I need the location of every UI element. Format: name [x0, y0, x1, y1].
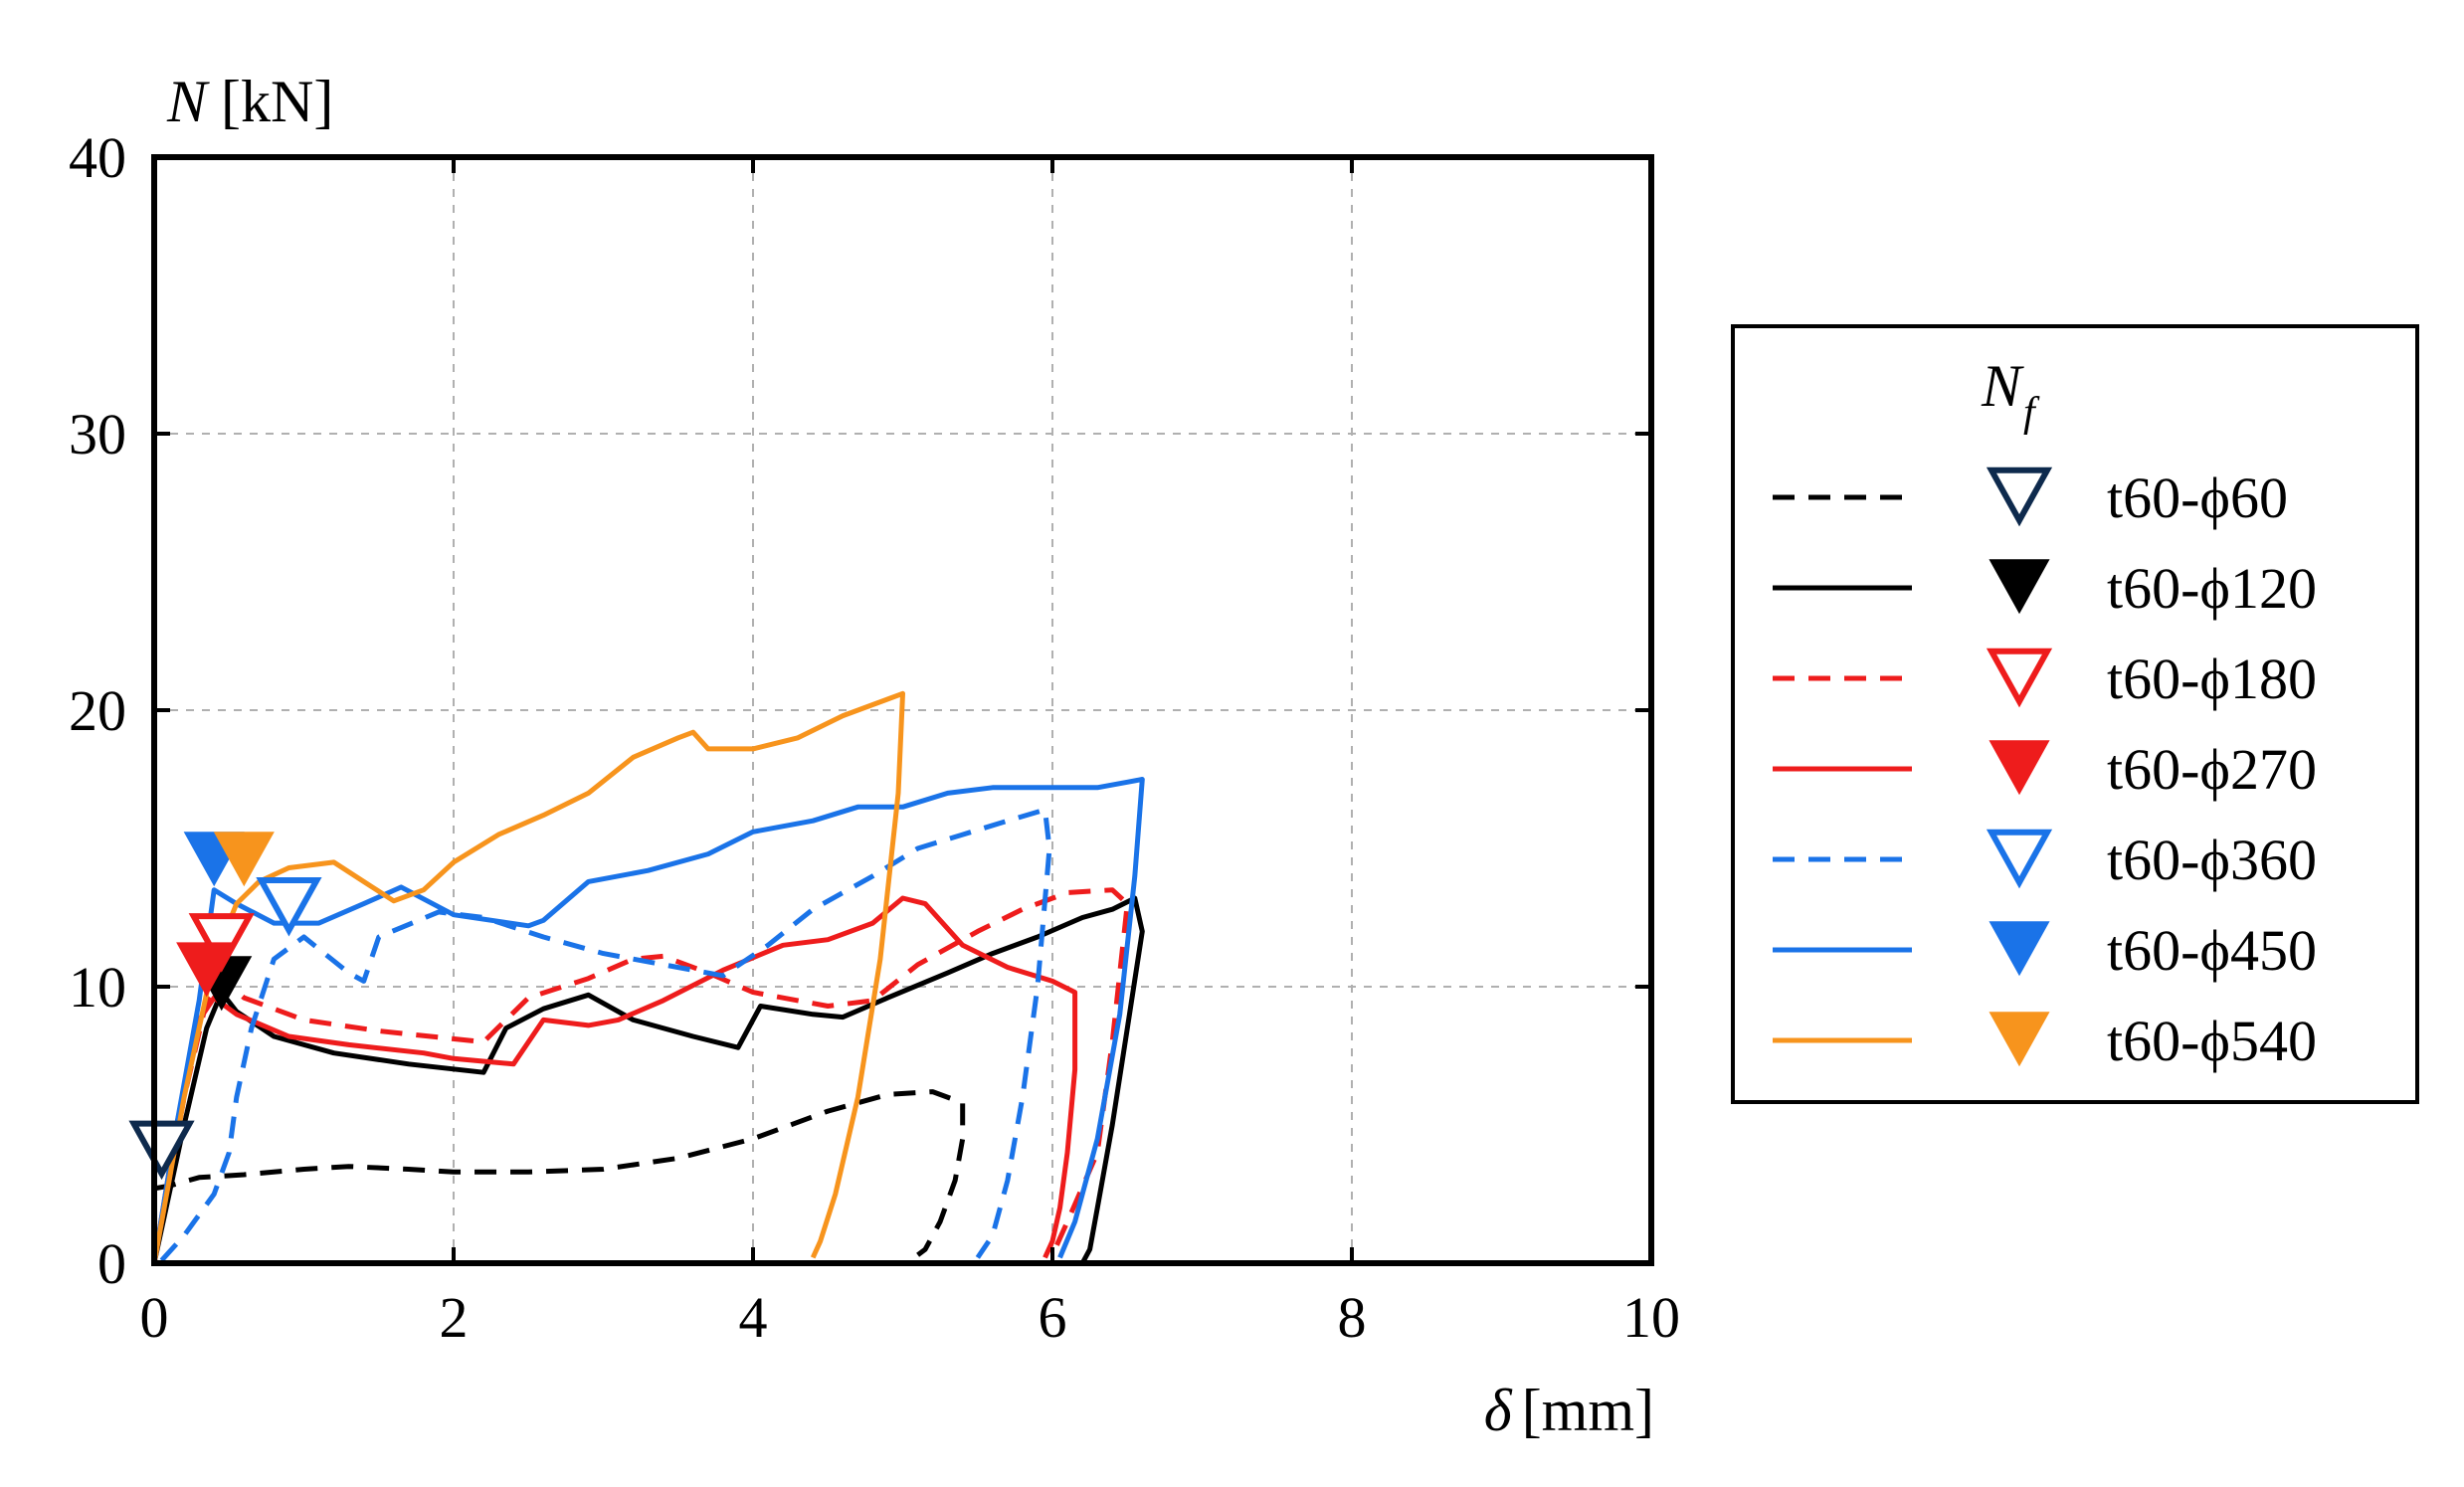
legend-marker-icon — [1986, 829, 2053, 889]
legend-label: t60-ϕ360 — [2107, 828, 2317, 892]
legend-label: t60-ϕ450 — [2107, 918, 2317, 983]
legend-marker-icon — [1989, 740, 2050, 796]
x-axis-unit: [mm] — [1522, 1378, 1654, 1443]
legend-label: t60-ϕ270 — [2107, 737, 2317, 802]
legend-label: t60-ϕ60 — [2107, 465, 2288, 530]
legend-marker-icon — [1986, 466, 2053, 527]
legend-box — [1731, 324, 2419, 1104]
legend-marker-icon — [1989, 921, 2050, 977]
legend-marker-icon — [1989, 1012, 2050, 1067]
series-line — [154, 1089, 966, 1257]
series-line — [154, 777, 1145, 1263]
legend-marker-icon — [1989, 559, 2050, 615]
series-line — [154, 895, 1145, 1263]
x-tick-label: 8 — [1338, 1285, 1367, 1350]
x-axis-symbol: δ — [1484, 1378, 1513, 1443]
series-line — [154, 690, 905, 1263]
legend-marker-icon — [1986, 648, 2053, 708]
y-tick-label: 40 — [69, 125, 126, 190]
legend-title: Nf — [1981, 353, 2040, 436]
x-tick-label: 6 — [1039, 1285, 1067, 1350]
y-axis-symbol: N — [166, 69, 210, 134]
legend: Nf t60-ϕ60 t60-ϕ120 t60-ϕ180 t60-ϕ270 t60-ϕ3… — [1731, 324, 2419, 1104]
series-lines — [154, 690, 1145, 1263]
y-tick-label: 10 — [69, 955, 126, 1020]
x-tick-label: 0 — [140, 1285, 169, 1350]
failure-marker — [128, 1120, 195, 1181]
y-tick-label: 0 — [97, 1231, 126, 1296]
series-line — [159, 807, 1052, 1262]
failure-marker — [176, 942, 238, 998]
axis-ticks: 0 2 4 6 8 10 0 10 20 30 40 — [69, 125, 1680, 1350]
y-axis-label: N [kN] — [166, 69, 333, 134]
x-tick-label: 4 — [739, 1285, 768, 1350]
y-tick-label: 30 — [69, 402, 126, 466]
legend-label: t60-ϕ180 — [2107, 647, 2317, 711]
legend-label: t60-ϕ540 — [2107, 1009, 2317, 1073]
failure-markers — [128, 832, 322, 1181]
failure-marker — [213, 832, 275, 887]
failure-marker — [188, 913, 255, 973]
y-tick-label: 20 — [69, 678, 126, 743]
legend-title-base: N — [1981, 353, 2024, 419]
failure-marker — [256, 876, 322, 937]
x-tick-label: 10 — [1622, 1285, 1680, 1350]
series-line — [154, 887, 1130, 1263]
x-axis-label: δ [mm] — [1484, 1378, 1654, 1443]
series-line — [154, 895, 1078, 1263]
legend-entries: t60-ϕ60 t60-ϕ120 t60-ϕ180 t60-ϕ270 t60-ϕ360 t… — [1773, 465, 2317, 1073]
x-tick-label: 2 — [440, 1285, 469, 1350]
legend-label: t60-ϕ120 — [2107, 556, 2317, 621]
y-axis-unit: [kN] — [221, 69, 333, 134]
